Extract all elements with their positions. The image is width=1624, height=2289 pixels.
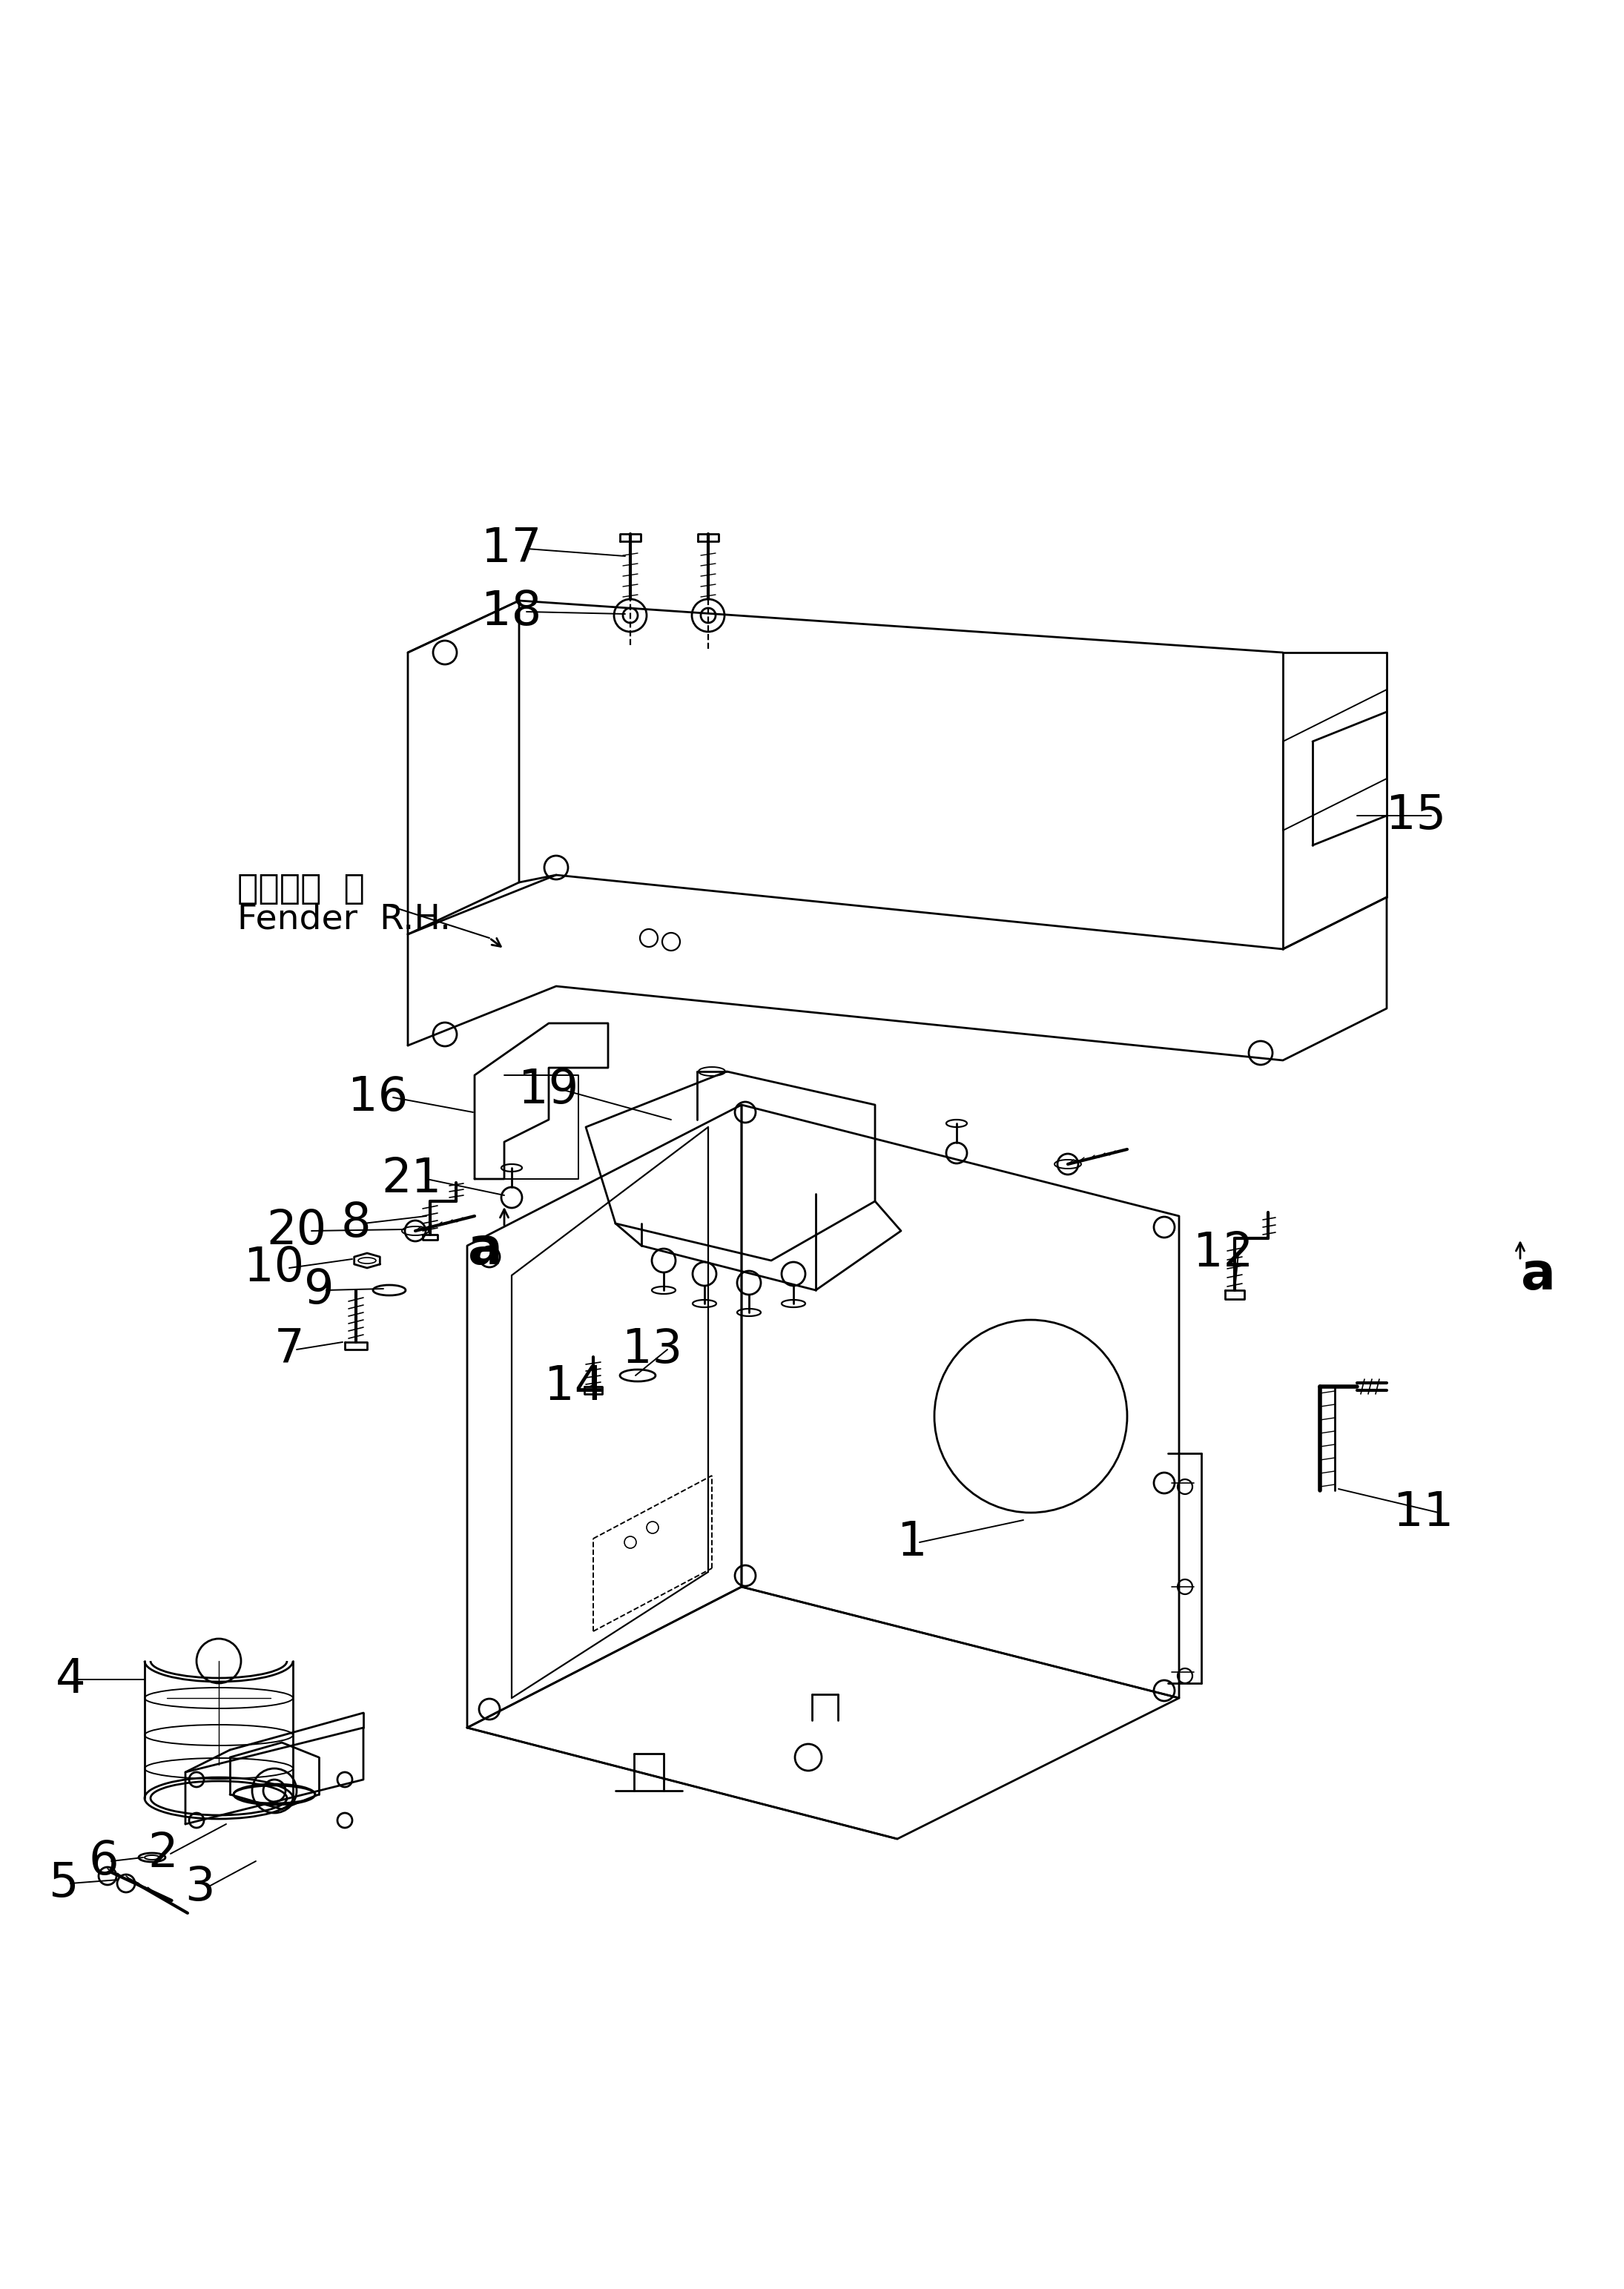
Text: 5: 5	[49, 1861, 78, 1907]
Text: 17: 17	[481, 526, 542, 572]
Text: 19: 19	[518, 1067, 578, 1112]
Text: 9: 9	[304, 1268, 335, 1314]
Text: 4: 4	[55, 1657, 86, 1703]
Text: a: a	[468, 1225, 503, 1275]
Text: a: a	[1522, 1250, 1556, 1300]
Text: 10: 10	[244, 1245, 305, 1291]
Text: 2: 2	[148, 1831, 179, 1877]
Text: 21: 21	[382, 1156, 442, 1202]
Text: 11: 11	[1393, 1490, 1453, 1536]
Text: 3: 3	[185, 1863, 216, 1909]
Text: 8: 8	[341, 1199, 370, 1248]
Text: 16: 16	[348, 1074, 408, 1119]
Text: 6: 6	[89, 1838, 119, 1884]
Text: 20: 20	[266, 1209, 326, 1254]
Text: 12: 12	[1194, 1229, 1254, 1275]
Text: 7: 7	[274, 1328, 304, 1373]
Text: 18: 18	[482, 588, 542, 634]
Text: Fender  R.H.: Fender R.H.	[237, 902, 451, 936]
Text: 13: 13	[622, 1328, 682, 1373]
Text: フェンダ  右: フェンダ 右	[237, 872, 365, 906]
Text: 1: 1	[896, 1520, 927, 1566]
Text: 14: 14	[544, 1364, 604, 1410]
Text: 15: 15	[1387, 792, 1447, 838]
